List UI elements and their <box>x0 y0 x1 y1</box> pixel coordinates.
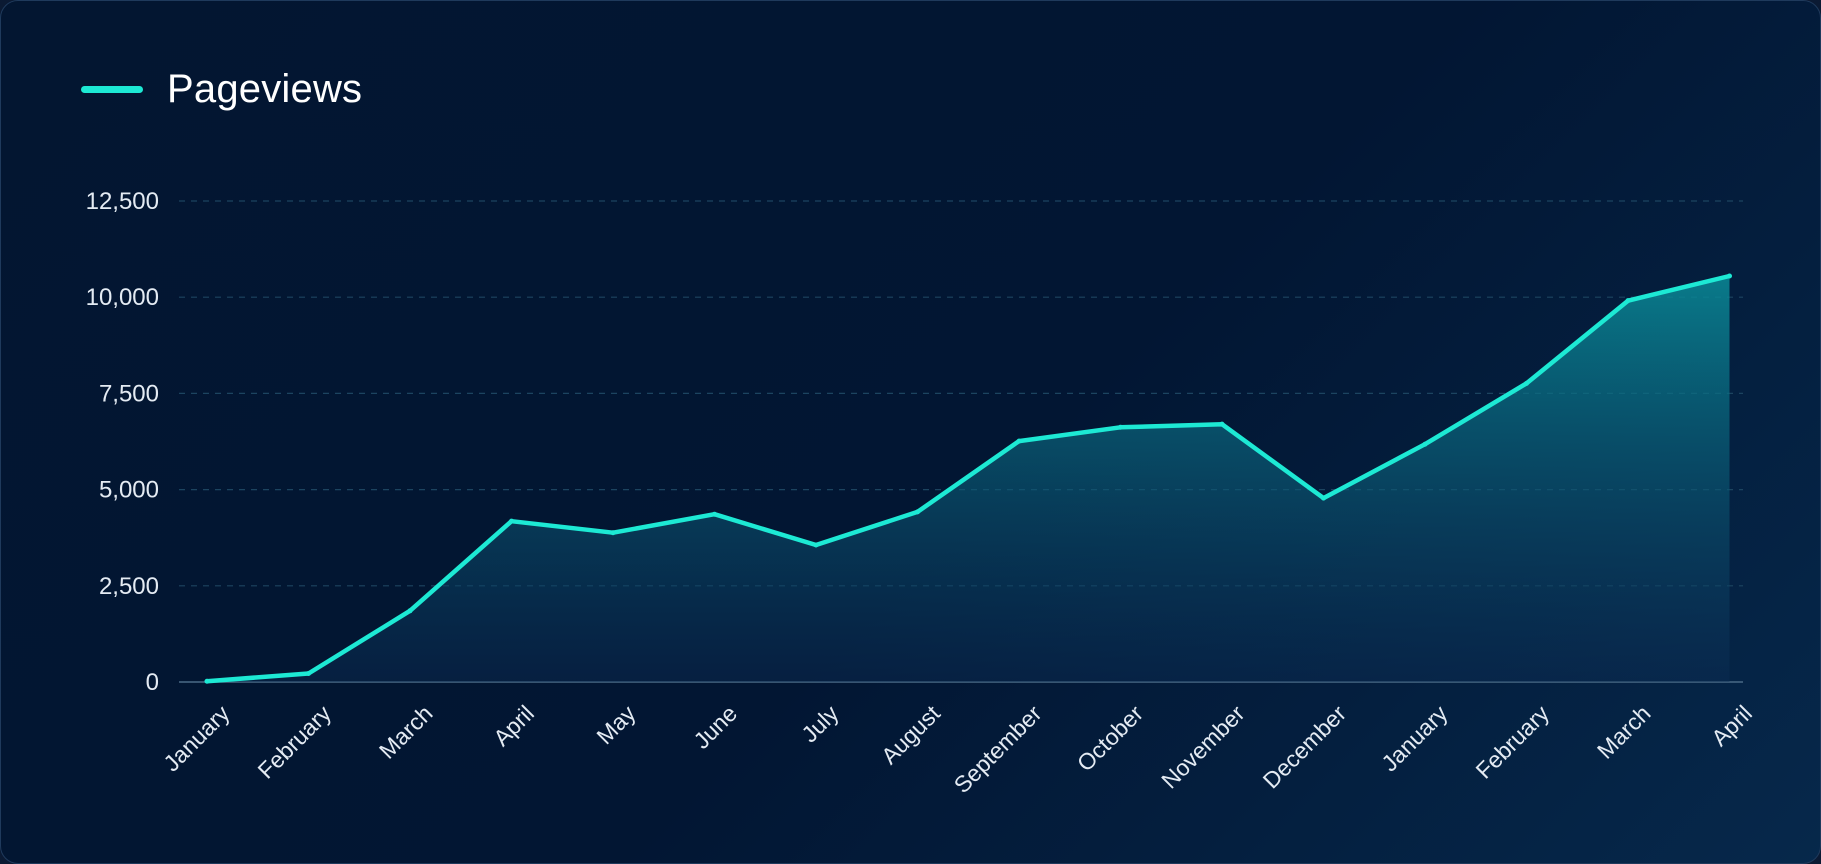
x-tick-label: June <box>688 700 742 754</box>
x-tick-label: March <box>374 700 438 764</box>
y-tick-label: 7,500 <box>99 380 159 407</box>
y-tick-label: 10,000 <box>86 284 159 311</box>
x-tick-label: January <box>1376 700 1453 777</box>
y-tick-label: 5,000 <box>99 477 159 504</box>
x-tick-label: July <box>796 700 844 748</box>
x-tick-label: April <box>488 700 539 751</box>
data-point[interactable] <box>1118 424 1123 430</box>
y-tick-label: 0 <box>146 669 159 696</box>
legend[interactable]: Pageviews <box>81 67 362 112</box>
y-tick-label: 2,500 <box>99 573 159 600</box>
x-tick-label: September <box>949 700 1047 798</box>
data-point[interactable] <box>915 509 920 515</box>
x-tick-label: February <box>253 700 337 784</box>
x-tick-label: August <box>876 700 945 769</box>
data-point[interactable] <box>1321 495 1326 501</box>
data-point[interactable] <box>1625 298 1631 304</box>
y-tick-label: 12,500 <box>86 188 159 215</box>
data-point[interactable] <box>1219 421 1225 427</box>
data-point[interactable] <box>712 511 717 517</box>
data-point[interactable] <box>1422 441 1428 447</box>
x-tick-label: February <box>1471 700 1555 784</box>
legend-label: Pageviews <box>167 67 363 111</box>
x-tick-label: May <box>591 700 640 749</box>
series-line-pageviews <box>204 273 1732 684</box>
data-point[interactable] <box>1524 380 1529 386</box>
x-tick-label: December <box>1258 700 1352 794</box>
x-tick-label: April <box>1706 700 1757 751</box>
x-tick-label: March <box>1592 700 1656 764</box>
data-point[interactable] <box>509 518 514 524</box>
data-point[interactable] <box>306 671 311 677</box>
data-point[interactable] <box>610 530 616 536</box>
x-tick-label: October <box>1072 700 1148 776</box>
data-point[interactable] <box>407 608 413 614</box>
data-point[interactable] <box>1016 438 1022 444</box>
legend-swatch <box>81 86 143 93</box>
x-tick-label: January <box>158 700 235 777</box>
data-point[interactable] <box>813 542 819 548</box>
data-point[interactable] <box>1727 273 1732 279</box>
x-tick-label: November <box>1156 700 1250 794</box>
data-point[interactable] <box>204 678 210 684</box>
